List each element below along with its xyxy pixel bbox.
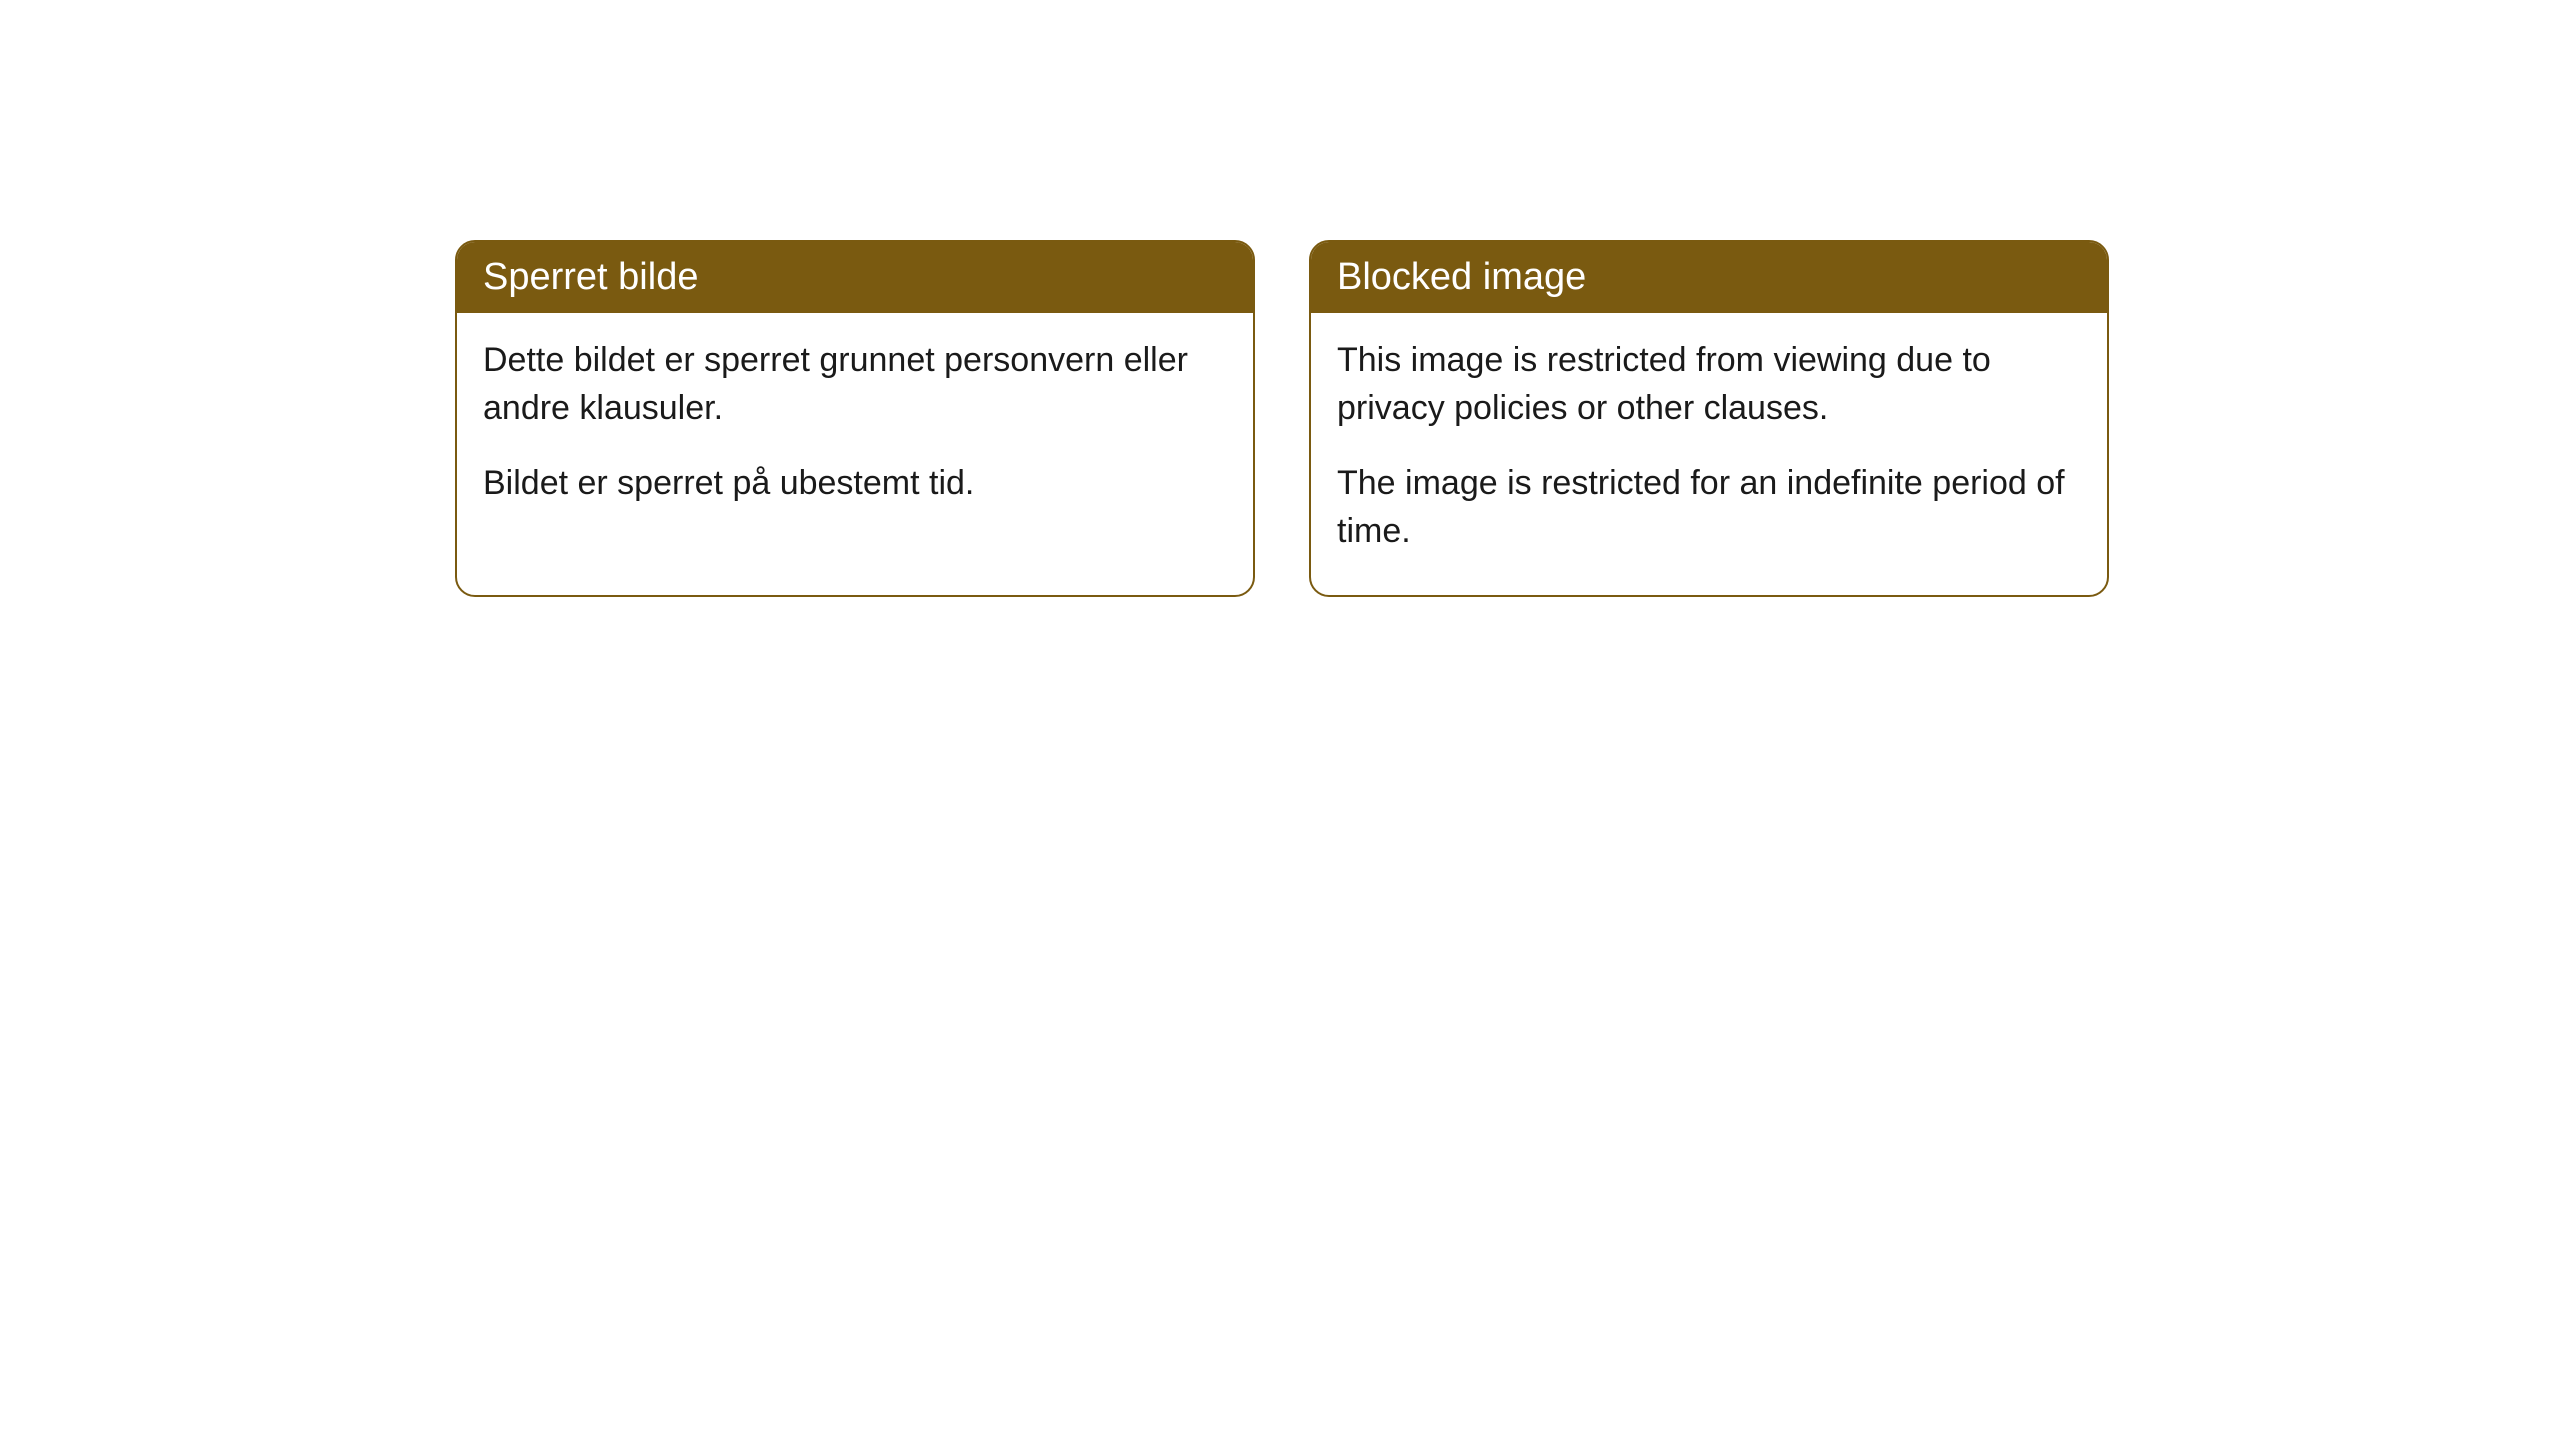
card-header-en: Blocked image [1311,242,2107,313]
card-text-no-1: Dette bildet er sperret grunnet personve… [483,337,1227,432]
card-body-no: Dette bildet er sperret grunnet personve… [457,313,1253,548]
card-text-no-2: Bildet er sperret på ubestemt tid. [483,460,1227,508]
card-text-en-1: This image is restricted from viewing du… [1337,337,2081,432]
blocked-image-card-en: Blocked image This image is restricted f… [1309,240,2109,597]
card-body-en: This image is restricted from viewing du… [1311,313,2107,595]
cards-container: Sperret bilde Dette bildet er sperret gr… [455,240,2560,597]
card-text-en-2: The image is restricted for an indefinit… [1337,460,2081,555]
blocked-image-card-no: Sperret bilde Dette bildet er sperret gr… [455,240,1255,597]
card-header-no: Sperret bilde [457,242,1253,313]
